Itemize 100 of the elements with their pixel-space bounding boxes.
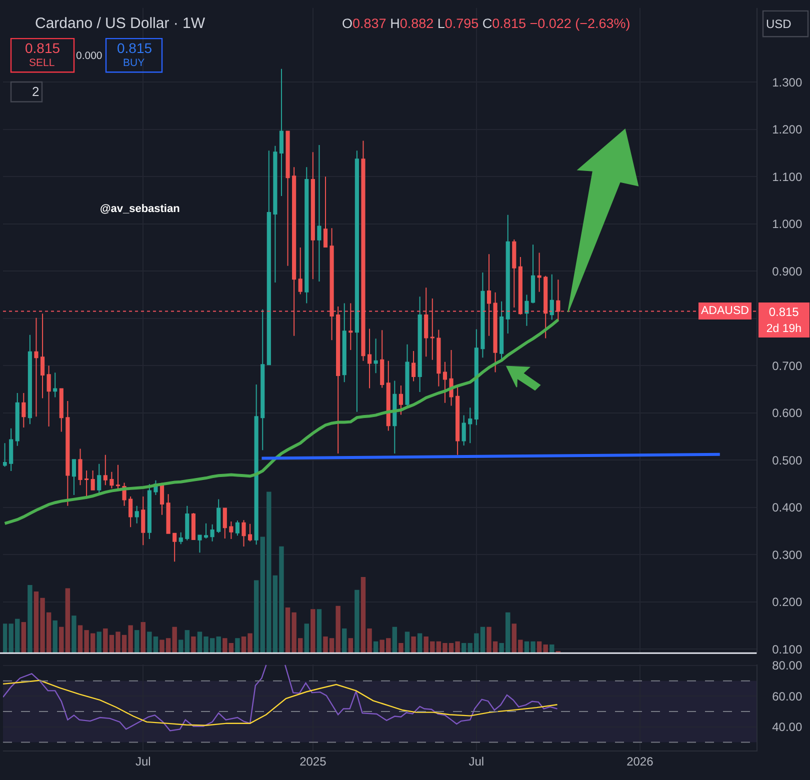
candlestick bbox=[59, 388, 64, 432]
candlestick bbox=[3, 442, 7, 468]
y-tick-label: 0.600 bbox=[772, 406, 802, 420]
y-tick-label: 60.00 bbox=[772, 689, 802, 704]
bar bbox=[398, 642, 404, 653]
candlestick bbox=[84, 470, 89, 498]
candlestick bbox=[229, 521, 234, 540]
candlestick bbox=[273, 145, 278, 283]
bar bbox=[140, 622, 146, 653]
candlestick bbox=[266, 150, 271, 366]
bar bbox=[235, 638, 240, 653]
candlestick bbox=[456, 384, 460, 456]
candlestick bbox=[40, 313, 45, 399]
candlestick bbox=[242, 520, 246, 548]
bar bbox=[310, 609, 316, 653]
candlestick bbox=[405, 344, 410, 408]
annotation: O0.837 H0.882 L0.795 C0.815 −0.022 (−2.63%) bbox=[342, 16, 630, 31]
bar bbox=[72, 616, 76, 653]
candlestick bbox=[166, 494, 170, 534]
candlestick bbox=[15, 392, 20, 446]
candlestick bbox=[185, 505, 190, 541]
candlestick bbox=[210, 524, 214, 542]
bar bbox=[550, 644, 554, 653]
text: 2d 19h bbox=[766, 323, 802, 335]
bar bbox=[342, 628, 347, 653]
bar bbox=[392, 626, 398, 653]
text: Cardano / US Dollar · 1W bbox=[35, 15, 206, 32]
candlestick bbox=[480, 272, 485, 358]
candlestick bbox=[442, 361, 448, 404]
candlestick bbox=[323, 176, 328, 248]
candlestick bbox=[550, 274, 554, 320]
candlestick bbox=[78, 448, 82, 486]
y-tick-label: 1.100 bbox=[772, 170, 802, 184]
x-tick-label: 2025 bbox=[300, 754, 327, 769]
annotation: BUY bbox=[123, 57, 145, 69]
bar bbox=[21, 622, 26, 653]
candlestick bbox=[116, 464, 120, 490]
candlestick bbox=[500, 300, 504, 360]
annotation: 2 bbox=[32, 84, 40, 99]
x-tick-label: Jul bbox=[135, 754, 151, 769]
candlestick bbox=[260, 308, 265, 451]
candlestick bbox=[512, 238, 516, 308]
y-tick-label: 0.400 bbox=[772, 500, 802, 515]
x-tick-label: 2026 bbox=[626, 754, 654, 769]
candlestick bbox=[9, 428, 14, 472]
candlestick bbox=[141, 496, 146, 546]
bar bbox=[134, 630, 140, 653]
candlestick bbox=[172, 532, 177, 562]
candlestick bbox=[90, 470, 95, 491]
candlestick bbox=[398, 384, 403, 416]
candlestick bbox=[222, 508, 227, 540]
bar bbox=[411, 636, 416, 653]
candlestick bbox=[147, 484, 152, 540]
candlestick bbox=[336, 306, 340, 454]
bar bbox=[404, 632, 410, 653]
candlestick bbox=[468, 407, 472, 444]
bar bbox=[178, 640, 184, 653]
candlestick bbox=[361, 140, 366, 362]
candlestick bbox=[392, 380, 397, 454]
candlestick bbox=[46, 365, 51, 428]
candlestick bbox=[462, 414, 466, 446]
candlestick bbox=[474, 328, 478, 426]
y-tick-label: 80.00 bbox=[772, 658, 802, 673]
candlestick bbox=[537, 252, 542, 292]
bar bbox=[373, 641, 378, 653]
y-tick-label: 0.200 bbox=[772, 595, 802, 610]
candlestick bbox=[493, 292, 498, 373]
candlestick bbox=[412, 350, 416, 382]
candlestick bbox=[279, 68, 284, 197]
bar bbox=[316, 609, 322, 653]
candlestick bbox=[53, 372, 58, 398]
y-tick-label: 1.200 bbox=[772, 122, 802, 137]
candlestick bbox=[292, 166, 296, 336]
candlestick bbox=[386, 360, 390, 432]
candlestick bbox=[380, 330, 384, 388]
bar bbox=[461, 642, 466, 653]
candlestick bbox=[286, 130, 290, 266]
bar bbox=[52, 620, 58, 653]
y-tick-label: 1.000 bbox=[772, 217, 802, 232]
candlestick bbox=[298, 246, 302, 295]
bar bbox=[348, 638, 354, 653]
bar bbox=[191, 636, 196, 653]
candlestick bbox=[524, 294, 529, 326]
candlestick bbox=[103, 454, 108, 486]
candlestick bbox=[235, 520, 240, 536]
candlestick bbox=[128, 496, 133, 528]
candlestick bbox=[486, 254, 492, 336]
candlestick bbox=[424, 287, 428, 358]
candlestick bbox=[198, 534, 202, 554]
candlestick bbox=[556, 279, 560, 322]
candlestick bbox=[436, 329, 441, 387]
candlestick bbox=[191, 512, 196, 540]
candlestick bbox=[248, 523, 252, 542]
text: 0.815 bbox=[768, 305, 800, 319]
y-tick-label: 1.300 bbox=[772, 75, 802, 90]
candlestick bbox=[134, 505, 139, 524]
candlestick bbox=[530, 244, 536, 304]
candlestick bbox=[66, 400, 70, 506]
candlestick bbox=[254, 384, 258, 546]
candlestick bbox=[348, 302, 353, 351]
